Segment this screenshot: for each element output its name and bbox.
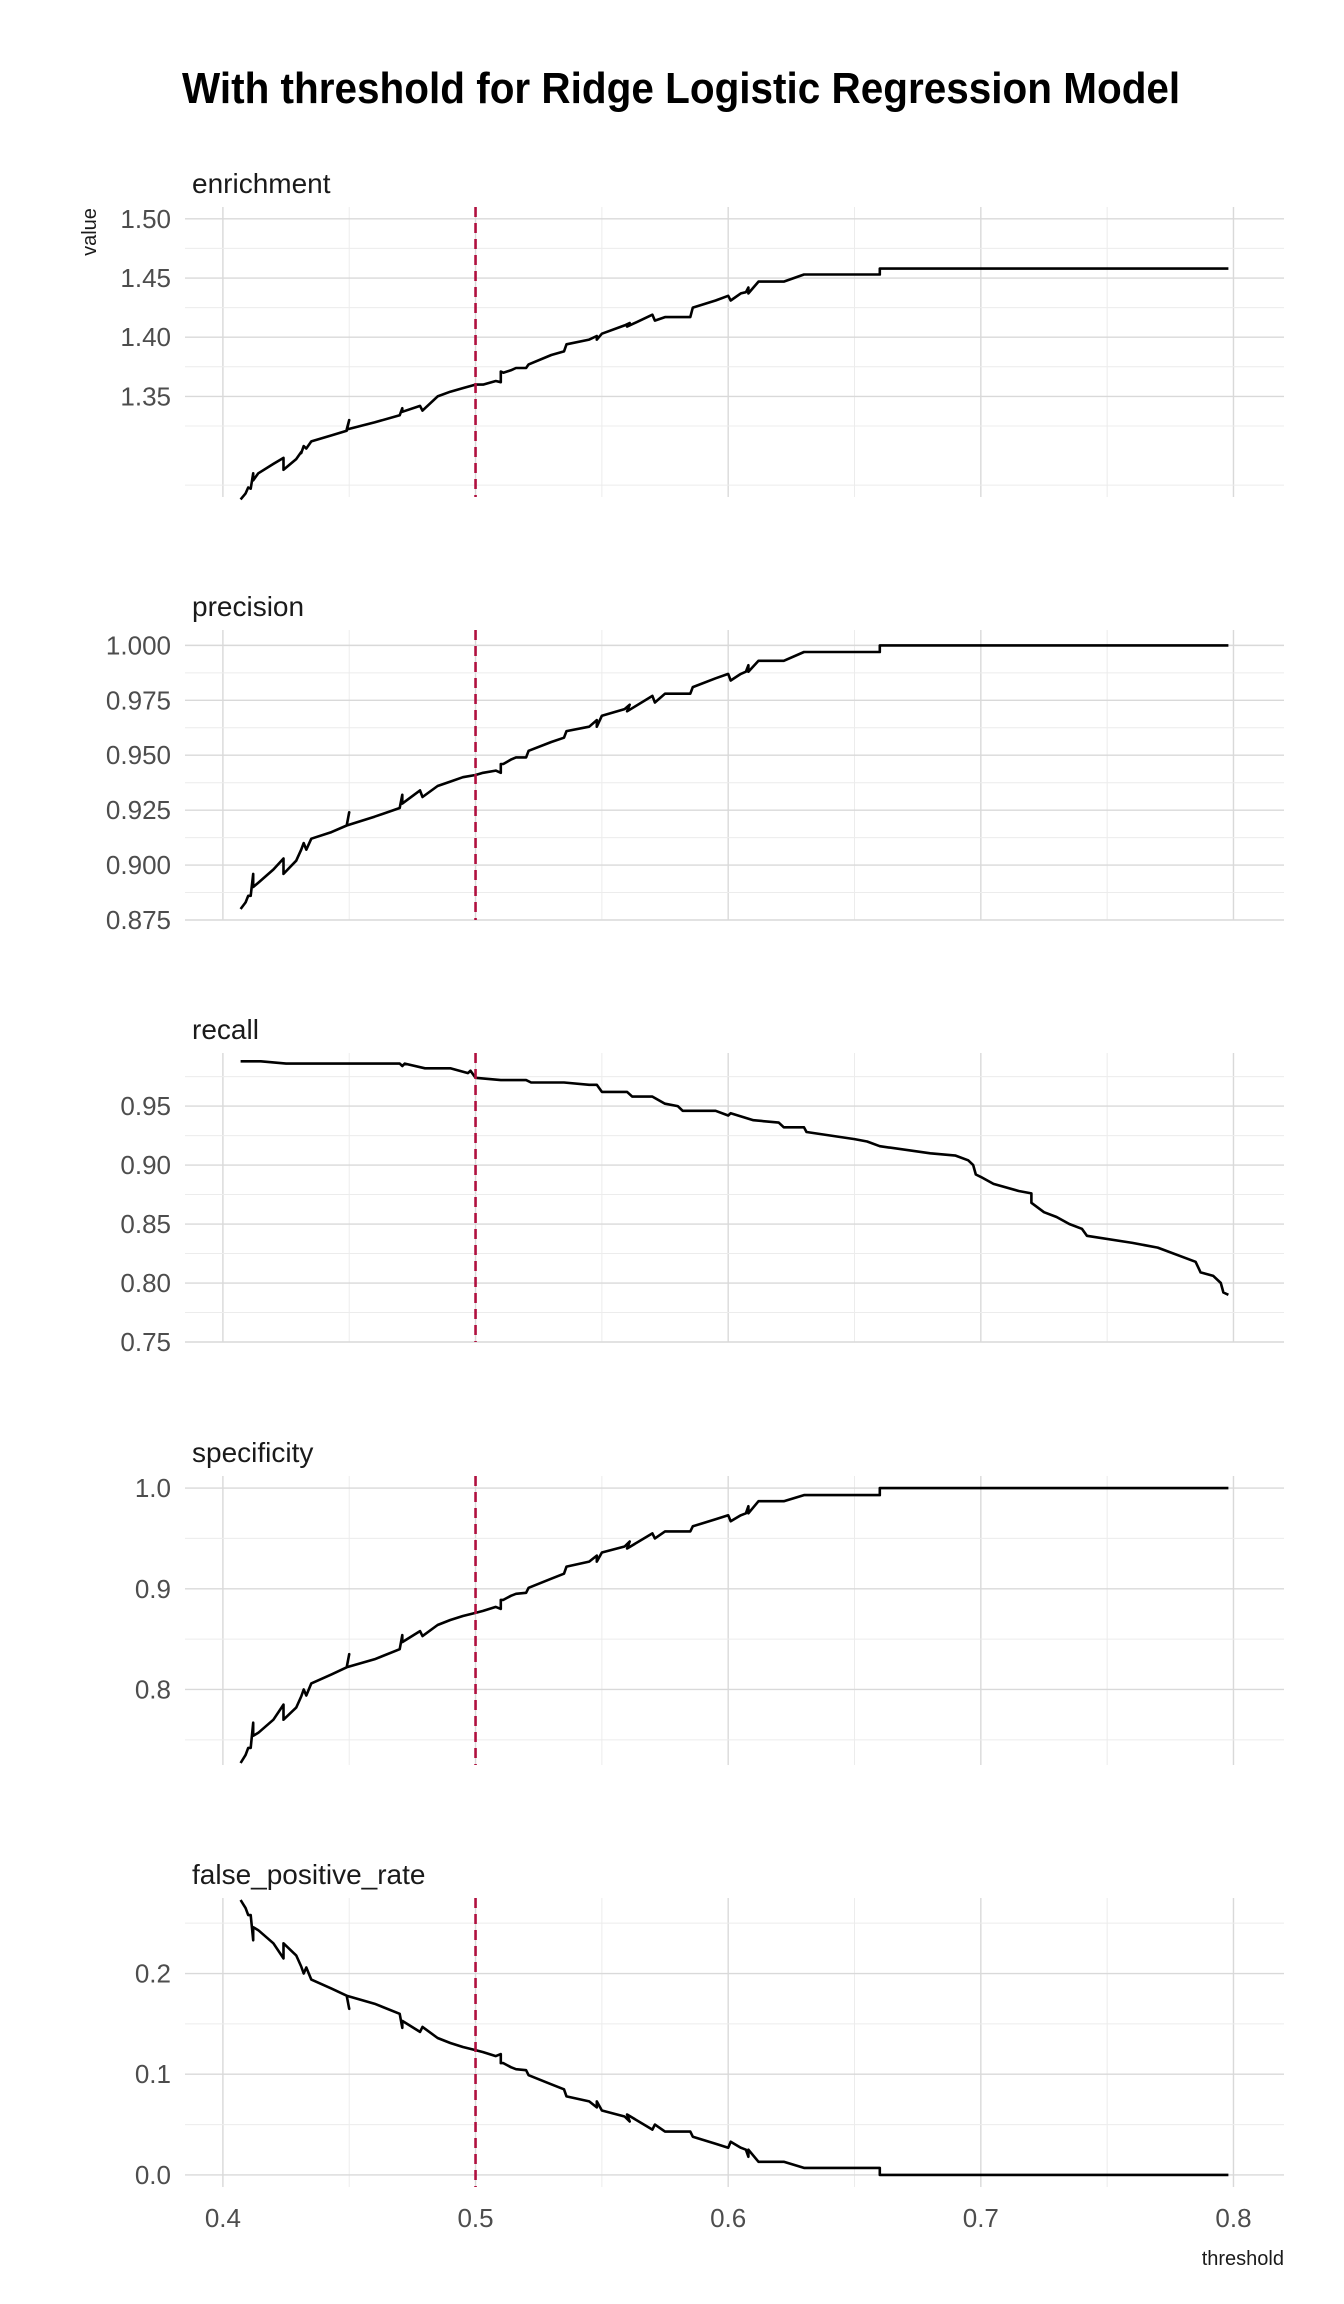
- panel-label: enrichment: [192, 168, 331, 199]
- panel-label: specificity: [192, 1437, 313, 1468]
- y-tick-label: 1.000: [106, 630, 171, 660]
- x-tick-label: 0.5: [457, 2203, 493, 2233]
- y-tick-label: 0.9: [135, 1574, 171, 1604]
- panel-specificity: 0.8 0.9 1.0 specificity: [135, 1437, 1284, 1765]
- series-line: [239, 1899, 1229, 2177]
- panel-label: precision: [192, 591, 304, 622]
- panel-false-positive-rate: 0.0 0.1 0.2 false_positive_rate: [135, 1859, 1284, 2190]
- x-tick-label: 0.7: [963, 2203, 999, 2233]
- x-tick-label: 0.4: [205, 2203, 241, 2233]
- y-tick-label: 0.875: [106, 905, 171, 935]
- y-tick-label: 0.80: [120, 1268, 171, 1298]
- x-tick-label: 0.6: [710, 2203, 746, 2233]
- x-tick-label: 0.8: [1215, 2203, 1251, 2233]
- panel-label: recall: [192, 1014, 259, 1045]
- series-line: [239, 644, 1229, 910]
- y-tick-label: 0.8: [135, 1674, 171, 1704]
- series-line: [239, 1486, 1229, 1764]
- y-tick-label: 0.85: [120, 1209, 171, 1239]
- panel-precision: 0.875 0.900 0.925 0.950 0.975 1.000 precision: [106, 591, 1284, 935]
- x-axis-title: threshold: [1202, 2248, 1284, 2270]
- y-tick-label: 0.75: [120, 1327, 171, 1357]
- y-tick-label: 0.950: [106, 740, 171, 770]
- panel-label: false_positive_rate: [192, 1859, 425, 1890]
- y-tick-label: 1.0: [135, 1473, 171, 1503]
- y-tick-label: 0.900: [106, 850, 171, 880]
- y-tick-label: 1.40: [120, 322, 171, 352]
- y-tick-label: 0.95: [120, 1091, 171, 1121]
- y-tick-label: 0.2: [135, 1959, 171, 1989]
- y-tick-label: 1.50: [120, 204, 171, 234]
- y-tick-label: 0.0: [135, 2160, 171, 2190]
- y-tick-label: 0.975: [106, 685, 171, 715]
- series-line: [240, 1060, 1229, 1296]
- chart-title-text: With threshold for Ridge Logistic Regres…: [182, 64, 1181, 113]
- y-tick-label: 0.925: [106, 795, 171, 825]
- y-tick-label: 1.45: [120, 263, 171, 293]
- series-line: [239, 267, 1229, 501]
- y-axis-title: value: [79, 208, 101, 256]
- y-tick-label: 1.35: [120, 381, 171, 411]
- panel-enrichment: 1.35 1.40 1.45 1.50 enrichment: [120, 168, 1284, 501]
- y-tick-label: 0.1: [135, 2059, 171, 2089]
- y-tick-label: 0.90: [120, 1150, 171, 1180]
- panel-recall: 0.75 0.80 0.85 0.90 0.95 recall: [120, 1014, 1284, 1357]
